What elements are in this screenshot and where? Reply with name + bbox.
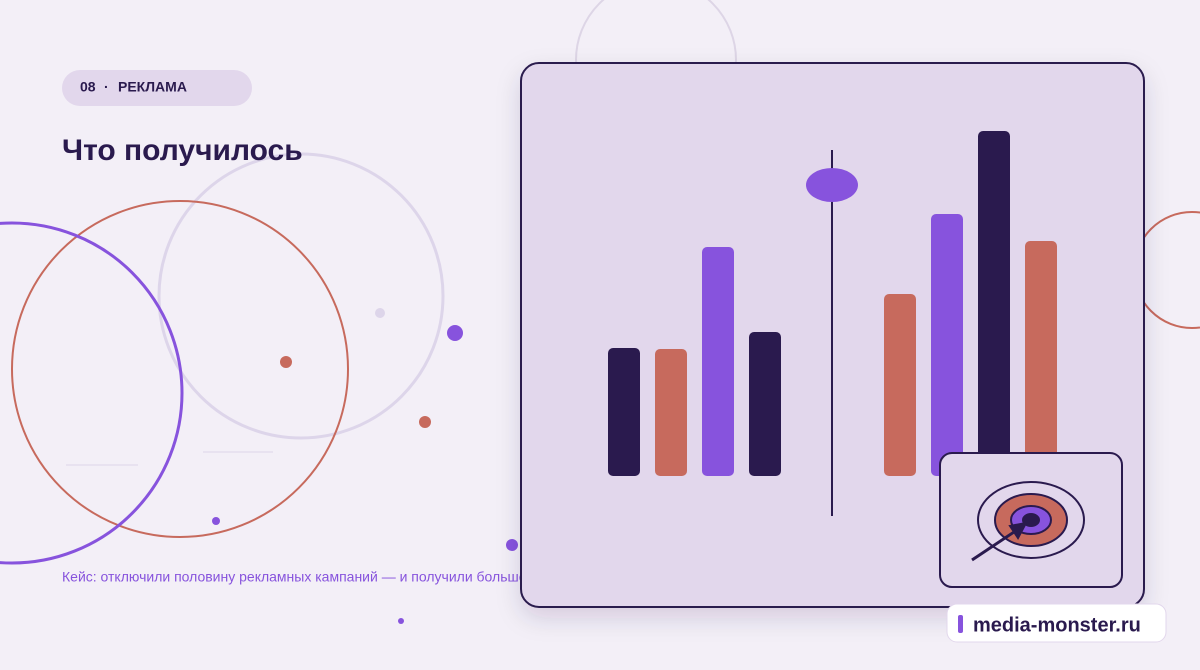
illustration-knob bbox=[806, 168, 858, 202]
badge-label: РЕКЛАМА bbox=[118, 79, 187, 95]
badge-number: 08 bbox=[80, 79, 96, 95]
decor-circle bbox=[11, 200, 349, 538]
brand-pill bbox=[946, 603, 1167, 643]
decor-dots bbox=[212, 308, 518, 624]
badge-separator: · bbox=[104, 79, 109, 95]
illustration-bars bbox=[608, 131, 1057, 476]
brand: media-monster.ru bbox=[973, 614, 1141, 636]
badge bbox=[62, 70, 252, 106]
brand-mark bbox=[958, 615, 963, 633]
slide-title: Что получилось bbox=[62, 134, 303, 167]
decor-circle bbox=[157, 152, 445, 440]
decor-circle bbox=[0, 221, 184, 565]
target-icon bbox=[971, 481, 1085, 562]
caption: Кейс: отключили половину рекламных кампа… bbox=[62, 569, 541, 585]
